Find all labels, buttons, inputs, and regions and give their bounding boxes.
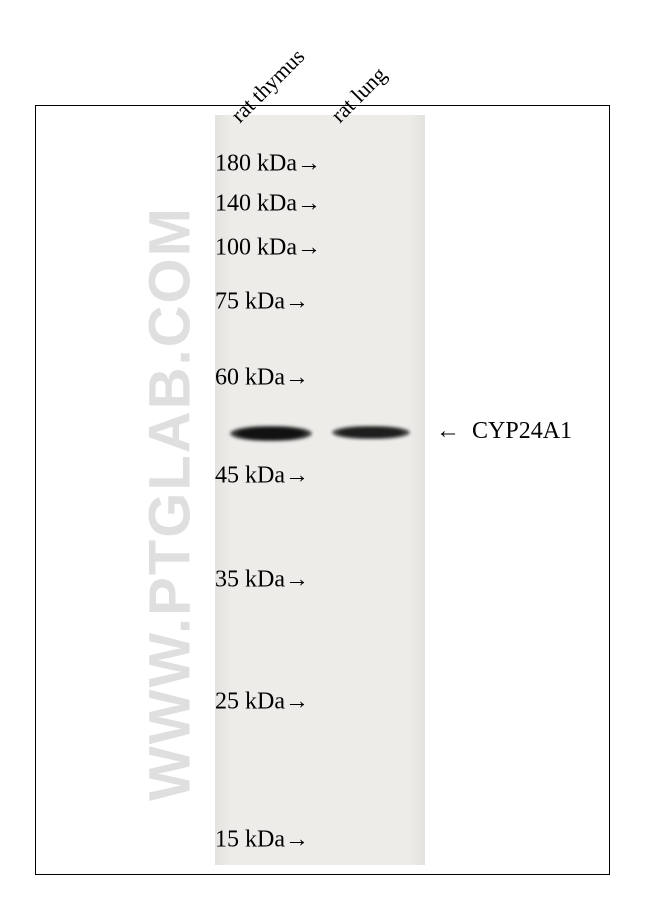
mw-marker-25kda: 25 kDa→	[215, 689, 221, 716]
mw-marker-60kda: 60 kDa→	[215, 365, 221, 392]
mw-marker-140kda: 140 kDa→	[215, 191, 221, 218]
mw-marker-15kda: 15 kDa→	[215, 827, 221, 854]
mw-marker-35kda: 35 kDa→	[215, 567, 221, 594]
westernblot-figure: WWW.PTGLAB.COMrat thymusrat lung180 kDa→…	[0, 0, 650, 903]
mw-marker-100kda: 100 kDa→	[215, 235, 221, 262]
mw-marker-45kda: 45 kDa→	[215, 463, 221, 490]
target-label: CYP24A1	[472, 418, 572, 445]
mw-marker-180kda: 180 kDa→	[215, 151, 221, 178]
band-rat-lung	[332, 426, 410, 439]
band-rat-thymus	[230, 426, 312, 441]
lane-rat-lung	[322, 115, 420, 865]
mw-marker-75kda: 75 kDa→	[215, 289, 221, 316]
target-arrow-icon: ←	[436, 418, 460, 445]
lane-rat-thymus	[222, 115, 320, 865]
